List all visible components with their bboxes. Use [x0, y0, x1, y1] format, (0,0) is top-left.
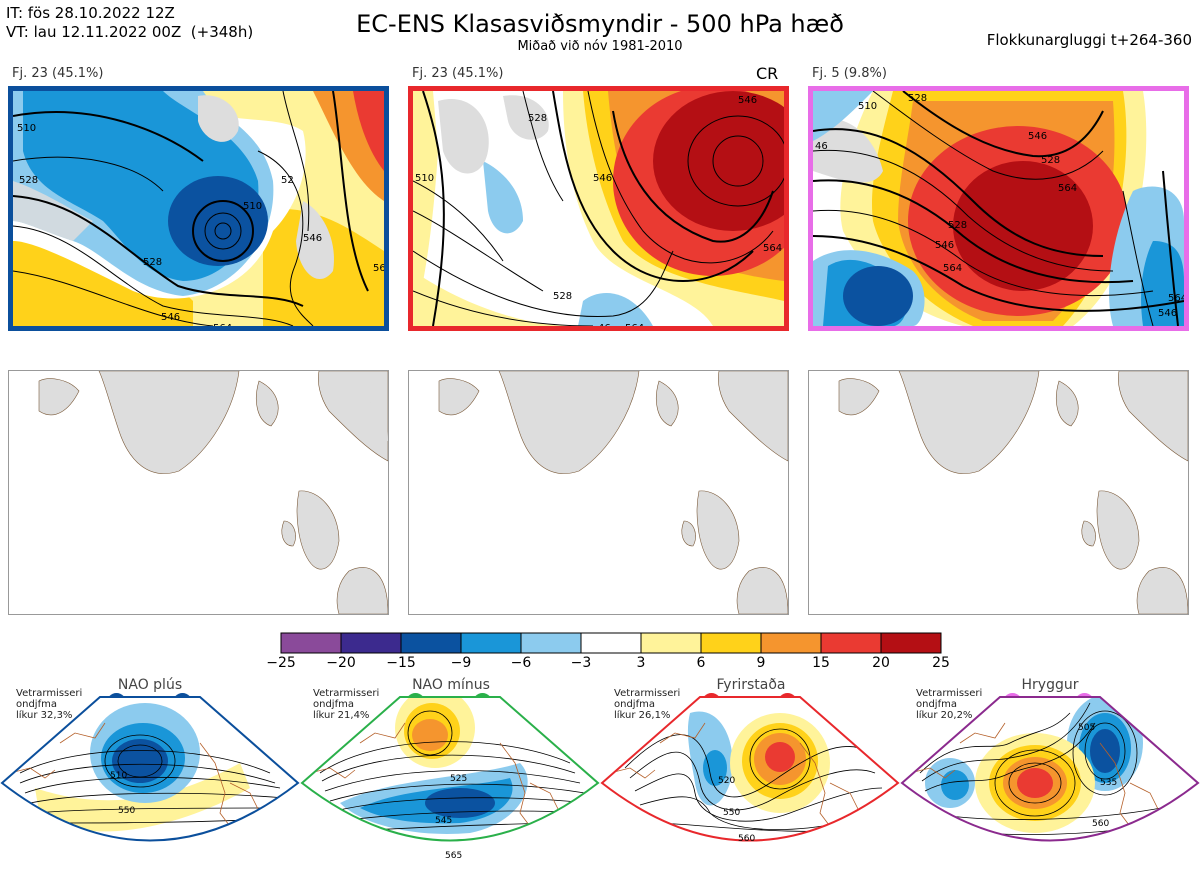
panel-2-tag: CR [756, 64, 779, 83]
contour-label: 528 [948, 220, 967, 231]
contour-label: 546 [161, 312, 180, 323]
contour-label: 564 [763, 243, 782, 254]
blank-map-1 [8, 370, 389, 615]
colorbar-tick: −3 [570, 655, 592, 671]
colorbar-tick: 20 [872, 655, 890, 671]
regime-map-nao-plus: 510 550 [0, 696, 300, 842]
regime-1-note: Vetrarmisseri ondjfma líkur 32,3% [16, 688, 83, 721]
colorbar-tick: −25 [266, 655, 296, 671]
fan-label: 545 [435, 816, 452, 826]
colorbar-segment [460, 632, 522, 654]
contour-label: 564 [625, 323, 644, 326]
colorbar-segment [700, 632, 762, 654]
colorbar-tick: 3 [636, 655, 646, 671]
colorbar-tick: −20 [326, 655, 356, 671]
regime-4-note: Vetrarmisseri ondjfma líkur 20,2% [916, 688, 983, 721]
cluster-map-2: 528 510 546 564 528 46 564 546 [408, 86, 789, 331]
contour-label: 546 [303, 233, 322, 244]
regime-4-title: Hryggur [1021, 677, 1079, 693]
colorbar-segment [400, 632, 462, 654]
regime-map-ridge: 505 535 560 [900, 696, 1200, 842]
contour-label: 510 [17, 123, 36, 134]
contour-label: 528 [1041, 155, 1060, 166]
colorbar-segment [640, 632, 702, 654]
page-subtitle: Miðað við nóv 1981-2010 [517, 39, 683, 54]
panel-3-label: Fj. 5 (9.8%) [812, 66, 887, 81]
contour-label: 546 [738, 95, 757, 106]
colorbar-segment [760, 632, 822, 654]
contour-label: 528 [19, 175, 38, 186]
colorbar-segment [580, 632, 642, 654]
contour-label: 510 [415, 173, 434, 184]
contour-label: 564 [1168, 293, 1184, 304]
contour-label: 564 [1058, 183, 1077, 194]
contour-label: 46 [815, 141, 828, 152]
fan-label: 550 [723, 808, 740, 818]
colorbar-segment [340, 632, 402, 654]
contour-label: 510 [243, 201, 262, 212]
header-info: IT: fös 28.10.2022 12Z VT: lau 12.11.2022… [6, 4, 253, 42]
contour-label: 528 [553, 291, 572, 302]
contour-label: 564 [943, 263, 962, 274]
regime-3-note: Vetrarmisseri ondjfma líkur 26,1% [614, 688, 681, 721]
contour-label: 564 [213, 323, 232, 326]
contour-label: 528 [143, 257, 162, 268]
page-title: EC-ENS Klasasviðsmyndir - 500 hPa hæð [356, 10, 844, 38]
colorbar-tick: 6 [696, 655, 706, 671]
fan-label: 525 [450, 774, 467, 784]
fan-label: 505 [1078, 723, 1095, 733]
contour-label: 546 [935, 240, 954, 251]
colorbar-segment [520, 632, 582, 654]
fan-label: 565 [445, 851, 462, 861]
fan-label: 520 [718, 776, 735, 786]
colorbar-tick: 9 [756, 655, 766, 671]
panel-2-label: Fj. 23 (45.1%) [412, 66, 504, 81]
contour-label: 546 [1158, 308, 1177, 319]
contour-label: 528 [528, 113, 547, 124]
regime-map-nao-minus: 525 545 565 [300, 696, 600, 861]
cluster-map-1: 510 528 528 546 564 56 52 546 510 [8, 86, 389, 331]
fan-label: 535 [1100, 778, 1117, 788]
colorbar-tick: −15 [386, 655, 416, 671]
fan-label: 550 [118, 806, 135, 816]
contour-label: 56 [373, 263, 384, 274]
regime-2-note: Vetrarmisseri ondjfma líkur 21,4% [313, 688, 380, 721]
colorbar-tick: 25 [932, 655, 950, 671]
colorbar-segment [880, 632, 942, 654]
regime-2-title: NAO mínus [412, 677, 490, 693]
colorbar-tick: 15 [812, 655, 830, 671]
cluster-map-3: 510 528 46 528 546 564 546 528 564 546 5… [808, 86, 1189, 331]
contour-label: 46 [598, 323, 611, 326]
contour-label: 52 [281, 175, 294, 186]
colorbar-segment [820, 632, 882, 654]
fan-label: 560 [1092, 819, 1109, 829]
init-time: IT: fös 28.10.2022 12Z [6, 4, 175, 22]
contour-label: 528 [908, 93, 927, 104]
colorbar-segment [280, 632, 342, 654]
regime-map-blocking: 520 550 560 [600, 696, 900, 844]
valid-time: VT: lau 12.11.2022 00Z (+348h) [6, 23, 254, 41]
contour-label: 510 [858, 101, 877, 112]
colorbar-tick: −9 [450, 655, 472, 671]
blank-map-2 [408, 370, 789, 615]
panel-1-label: Fj. 23 (45.1%) [12, 66, 104, 81]
blank-map-3 [808, 370, 1189, 615]
contour-label: 546 [593, 173, 612, 184]
fan-label: 560 [738, 834, 755, 844]
classification-window: Flokkunargluggi t+264-360 [986, 31, 1192, 49]
colorbar-tick: −6 [510, 655, 532, 671]
contour-label: 546 [1028, 131, 1047, 142]
regime-3-title: Fyrirstaða [716, 677, 786, 693]
fan-label: 510 [110, 771, 127, 781]
regime-1-title: NAO plús [117, 677, 183, 693]
colorbar [280, 632, 942, 654]
